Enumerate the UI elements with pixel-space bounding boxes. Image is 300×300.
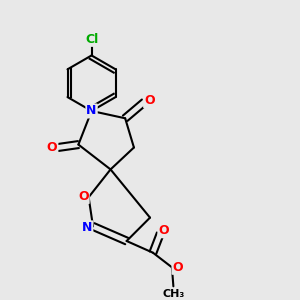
Text: N: N bbox=[82, 221, 92, 234]
Text: O: O bbox=[47, 141, 57, 154]
Text: CH₃: CH₃ bbox=[162, 289, 184, 298]
Text: O: O bbox=[158, 224, 169, 237]
Text: O: O bbox=[78, 190, 89, 203]
Text: O: O bbox=[144, 94, 155, 107]
Text: Cl: Cl bbox=[85, 33, 98, 46]
Text: O: O bbox=[172, 261, 183, 274]
Text: N: N bbox=[86, 104, 97, 118]
